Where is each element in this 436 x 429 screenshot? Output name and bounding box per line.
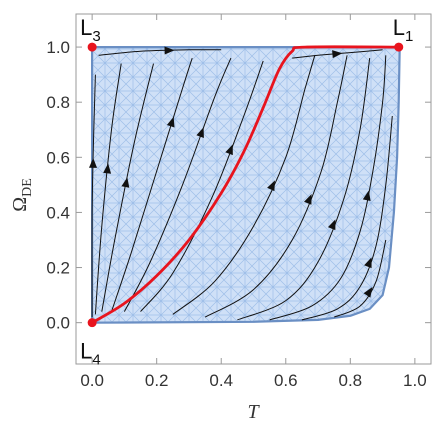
critical-point-label-l3: L3 (80, 15, 101, 45)
ticks-layer: 0.0 0.2 0.4 0.6 0.8 1.0 0.0 0.2 0.4 0.6 0.8 1.0 (46, 14, 431, 390)
allowed-region (91, 46, 401, 324)
allowed-region-layer (91, 46, 401, 324)
streamline-arrow-3 (121, 177, 130, 188)
y-tick-label: 0.0 (46, 314, 70, 333)
x-tick-label: 1.0 (403, 371, 427, 390)
y-axis-label-subscript: DE (20, 178, 35, 197)
x-tick-label: 0.4 (209, 371, 233, 390)
critical-point-label-l1: L1 (393, 15, 414, 45)
streamline-2 (94, 63, 122, 315)
streamline-3 (101, 63, 154, 312)
y-tick-label: 0.2 (46, 259, 70, 278)
streamline-5 (123, 57, 232, 312)
streamline-arrow-4 (166, 116, 175, 128)
critical-point-l4 (87, 318, 97, 328)
streamline-4 (111, 57, 193, 312)
streamline-10 (269, 55, 387, 321)
streamline-arrow-13 (164, 46, 175, 55)
streamline-arrow-9 (327, 219, 336, 231)
y-axis-label-main: Ω (9, 197, 31, 212)
critical-point-l3 (87, 42, 97, 52)
x-tick-label: 0.0 (80, 371, 104, 390)
streamline-arrow-5 (196, 127, 204, 139)
critical-point-label-l4: L4 (80, 339, 101, 369)
special-trajectory (90, 45, 401, 325)
streamline-arrow-12 (363, 287, 373, 298)
y-tick-label: 0.6 (46, 148, 70, 167)
streamline-arrow-1 (89, 157, 98, 168)
streamline-1 (91, 74, 96, 318)
x-axis-label: T (247, 401, 260, 423)
critical-point-l1 (394, 42, 404, 52)
streamlines-layer (89, 46, 393, 321)
special-trajectory-layer (90, 45, 401, 325)
streamline-arrow-8 (304, 194, 312, 205)
streamline-arrow-11 (364, 257, 372, 269)
streamline-7 (172, 55, 316, 315)
streamline-arrow-10 (362, 190, 371, 202)
streamline-arrow-6 (225, 144, 233, 156)
streamline-arrow-2 (103, 163, 112, 174)
y-tick-label: 0.8 (46, 93, 70, 112)
y-tick-label: 1.0 (46, 38, 70, 57)
y-tick-label: 0.4 (46, 203, 70, 222)
streamline-arrow-14 (332, 50, 343, 59)
critical-points-layer: L1 L3 L4 (80, 15, 413, 369)
y-axis-label: ΩDE (9, 178, 35, 212)
streamline-arrow-7 (267, 180, 275, 192)
x-tick-label: 0.2 (145, 371, 169, 390)
streamline-6 (140, 60, 264, 312)
x-tick-label: 0.8 (338, 371, 362, 390)
x-tick-label: 0.6 (274, 371, 298, 390)
